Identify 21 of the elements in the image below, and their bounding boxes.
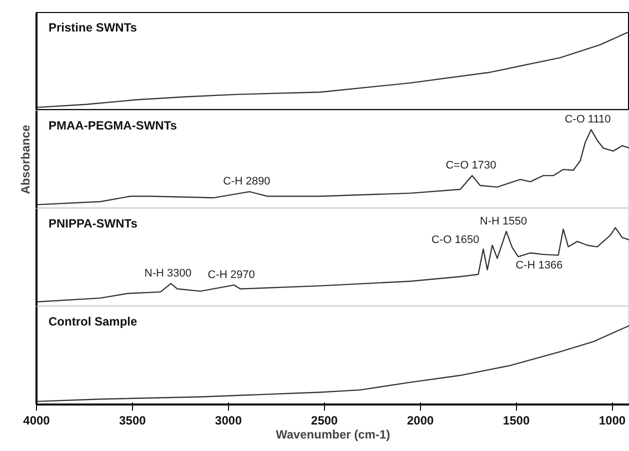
annotation: C-H 2890 [223, 176, 270, 188]
x-tick-label: 3500 [119, 414, 146, 428]
x-tick-label: 1000 [598, 414, 626, 428]
annotation: N-H 1550 [480, 215, 527, 228]
annotation: C-H 2970 [208, 269, 255, 282]
chart-title: Pristine SWNTs [48, 20, 138, 34]
x-tick-label: 2000 [406, 414, 434, 428]
annotation: C=O 1730 [446, 160, 496, 172]
chart-title: Control Sample [48, 314, 138, 328]
x-tick-label: 4000 [23, 414, 50, 428]
x-tick-label: 3000 [215, 414, 242, 428]
y-axis-title: Absorbance [18, 124, 32, 194]
x-axis-title: Wavenumber (cm-1) [276, 428, 390, 442]
x-tick-label: 1500 [502, 414, 530, 428]
chart-title: PMAA-PEGMA-SWNTs [48, 118, 178, 132]
annotation: C-H 1366 [516, 260, 563, 272]
annotation: C-O 1110 [564, 114, 611, 126]
annotation: C-O 1650 [431, 234, 480, 246]
chart-title: PNIPPA-SWNTs [48, 216, 138, 230]
x-tick-label: 2500 [311, 414, 338, 428]
annotation: N-H 3300 [144, 268, 192, 280]
